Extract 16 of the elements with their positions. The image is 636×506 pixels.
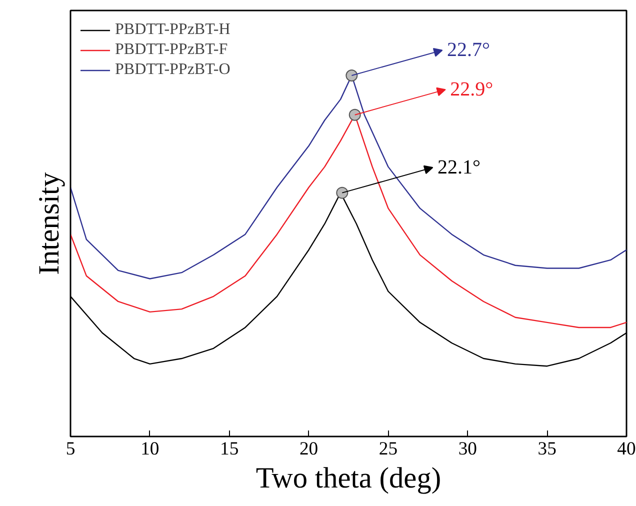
x-tick-label: 25 [378, 438, 398, 460]
y-axis-title: Intensity [34, 172, 66, 275]
annotation: 22.9° [450, 78, 494, 101]
x-axis-title: Two theta (deg) [256, 462, 442, 494]
x-tick-label: 15 [220, 438, 239, 460]
annotation: 22.1° [437, 156, 480, 179]
legend-label: PBDTT-PPzBT-O [115, 61, 230, 79]
x-tick-label: 20 [299, 438, 318, 460]
legend-label: PBDTT-PPzBT-H [115, 21, 230, 39]
x-tick-label: 35 [538, 438, 556, 460]
legend-label: PBDTT-PPzBT-F [115, 41, 228, 59]
x-tick-label: 10 [140, 438, 160, 460]
x-tick-label: 5 [66, 438, 76, 460]
x-tick-label: 30 [458, 438, 477, 460]
x-tick-label: 40 [617, 438, 636, 460]
annotation: 22.7° [446, 39, 490, 62]
